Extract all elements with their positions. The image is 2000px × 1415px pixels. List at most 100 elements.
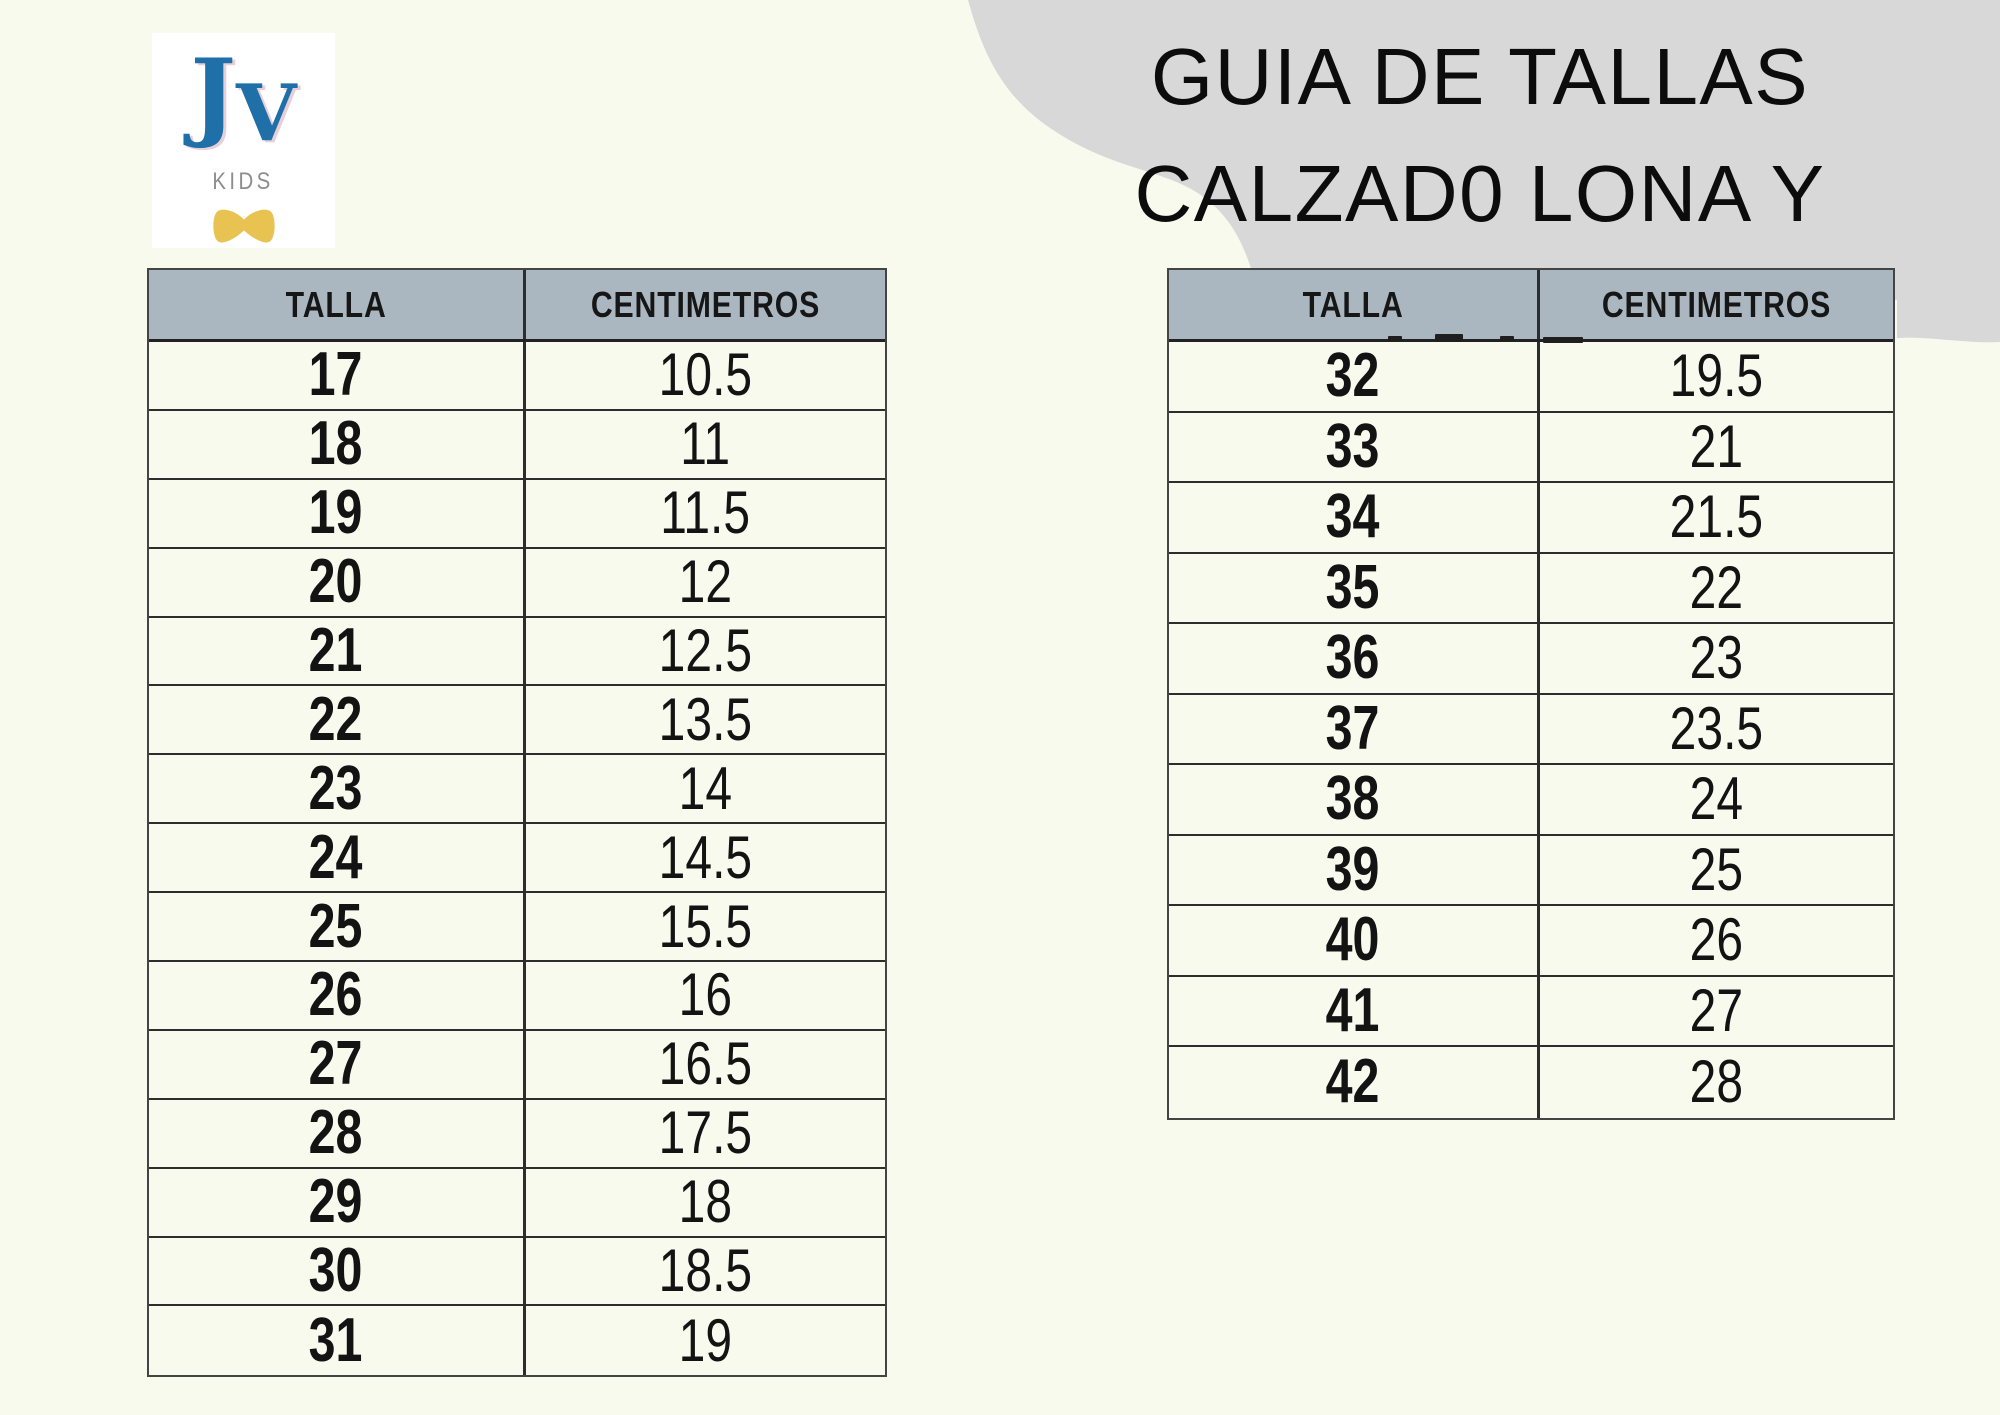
occluded-text-artifact — [1543, 337, 1583, 343]
table-row: 29 18 — [149, 1167, 885, 1238]
cell-value: 41 — [1325, 975, 1380, 1045]
header-label: CENTIMETROS — [590, 283, 821, 325]
cell-value: 23.5 — [1669, 694, 1764, 762]
logo-letter-v: V — [235, 68, 297, 159]
cell-value: 37 — [1325, 693, 1380, 763]
cell-value: 23 — [1689, 624, 1744, 692]
header-cell-talla: TALLA — [1169, 270, 1540, 339]
size-cell: 18 — [149, 410, 526, 478]
page-title: GUIA DE TALLAS CALZAD0 LONA Y — [1020, 18, 1940, 252]
cell-value: 27 — [1689, 976, 1744, 1044]
table-row: 38 24 — [1169, 765, 1893, 836]
size-cell: 24 — [149, 822, 526, 892]
cm-cell: 28 — [1540, 1047, 1893, 1118]
cm-cell: 12.5 — [526, 618, 885, 685]
cell-value: 20 — [309, 547, 363, 617]
cell-value: 33 — [1325, 411, 1380, 481]
cell-value: 27 — [309, 1029, 363, 1099]
table-row: 22 13.5 — [149, 684, 885, 756]
size-cell: 22 — [149, 684, 526, 754]
cell-value: 24 — [309, 822, 363, 892]
header-label: CENTIMETROS — [1601, 283, 1832, 325]
cm-cell: 14.5 — [526, 824, 885, 891]
table-row: 37 23.5 — [1169, 693, 1893, 765]
cell-value: 25 — [309, 891, 363, 961]
table-body: 17 10.5 18 11 19 11.5 20 12 21 12.5 22 13.5 23 14 24 14… — [149, 342, 885, 1376]
cell-value: 19.5 — [1669, 342, 1764, 410]
cm-cell: 25 — [1540, 836, 1893, 905]
table-row: 34 21.5 — [1169, 483, 1893, 554]
cell-value: 22 — [1689, 553, 1744, 621]
page-title-line1: GUIA DE TALLAS — [1150, 32, 1810, 121]
cell-value: 24 — [1689, 765, 1744, 833]
header-cell-centimetros: CENTIMETROS — [526, 270, 885, 339]
table-row: 36 23 — [1169, 624, 1893, 695]
cell-value: 12 — [678, 548, 733, 616]
cm-cell: 17.5 — [526, 1100, 885, 1167]
cell-value: 23 — [309, 753, 363, 823]
size-cell: 38 — [1169, 765, 1540, 834]
cell-value: 32 — [1325, 341, 1380, 411]
size-cell: 25 — [149, 891, 526, 961]
size-cell: 23 — [149, 753, 526, 823]
cell-value: 21 — [309, 616, 363, 685]
size-cell: 33 — [1169, 411, 1540, 481]
size-cell: 37 — [1169, 693, 1540, 763]
table-row: 21 12.5 — [149, 616, 885, 687]
cell-value: 19 — [678, 1306, 733, 1374]
size-cell: 21 — [149, 616, 526, 685]
table-row: 18 11 — [149, 410, 885, 480]
cell-value: 18 — [678, 1168, 733, 1236]
cm-cell: 24 — [1540, 765, 1893, 834]
table-body: 32 19.5 33 21 34 21.5 35 22 36 23 37 23.5 38 24 39 25 40… — [1169, 342, 1893, 1118]
cm-cell: 19.5 — [1540, 342, 1893, 411]
cell-value: 29 — [309, 1167, 363, 1237]
cm-cell: 23 — [1540, 624, 1893, 693]
table-header: TALLA CENTIMETROS — [1169, 270, 1893, 342]
size-cell: 32 — [1169, 342, 1540, 411]
table-row: 19 11.5 — [149, 479, 885, 549]
cm-cell: 11 — [526, 411, 885, 478]
size-cell: 29 — [149, 1167, 526, 1237]
cell-value: 16.5 — [658, 1030, 753, 1098]
table-row: 23 14 — [149, 753, 885, 825]
cm-cell: 21 — [1540, 413, 1893, 482]
cell-value: 39 — [1325, 834, 1380, 904]
header-label: TALLA — [285, 283, 387, 325]
cell-value: 15.5 — [658, 892, 753, 960]
cm-cell: 27 — [1540, 977, 1893, 1046]
size-cell: 41 — [1169, 975, 1540, 1045]
size-cell: 19 — [149, 479, 526, 547]
occluded-text-artifact — [1435, 334, 1463, 342]
size-cell: 40 — [1169, 906, 1540, 975]
cm-cell: 15.5 — [526, 893, 885, 960]
table-row: 25 15.5 — [149, 891, 885, 963]
cm-cell: 18.5 — [526, 1238, 885, 1305]
cm-cell: 12 — [526, 549, 885, 616]
cm-cell: 16.5 — [526, 1031, 885, 1098]
cell-value: 17.5 — [658, 1099, 753, 1167]
header-cell-centimetros: CENTIMETROS — [1540, 270, 1893, 339]
cell-value: 13.5 — [658, 685, 753, 753]
logo-subtitle: KIDS — [212, 168, 275, 196]
cell-value: 22 — [309, 684, 363, 754]
size-cell: 31 — [149, 1306, 526, 1376]
cm-cell: 10.5 — [526, 342, 885, 409]
table-row: 27 16.5 — [149, 1029, 885, 1100]
cm-cell: 21.5 — [1540, 483, 1893, 552]
size-cell: 34 — [1169, 483, 1540, 552]
logo-letter-j: J — [190, 38, 236, 151]
table-row: 20 12 — [149, 547, 885, 618]
cm-cell: 14 — [526, 755, 885, 822]
table-row: 30 18.5 — [149, 1237, 885, 1307]
size-cell: 39 — [1169, 834, 1540, 904]
table-row: 41 27 — [1169, 975, 1893, 1047]
table-row: 39 25 — [1169, 834, 1893, 906]
table-row: 42 28 — [1169, 1047, 1893, 1118]
size-cell: 35 — [1169, 553, 1540, 622]
cell-value: 36 — [1325, 623, 1380, 693]
table-row: 28 17.5 — [149, 1099, 885, 1169]
occluded-text-artifact — [1388, 336, 1402, 341]
